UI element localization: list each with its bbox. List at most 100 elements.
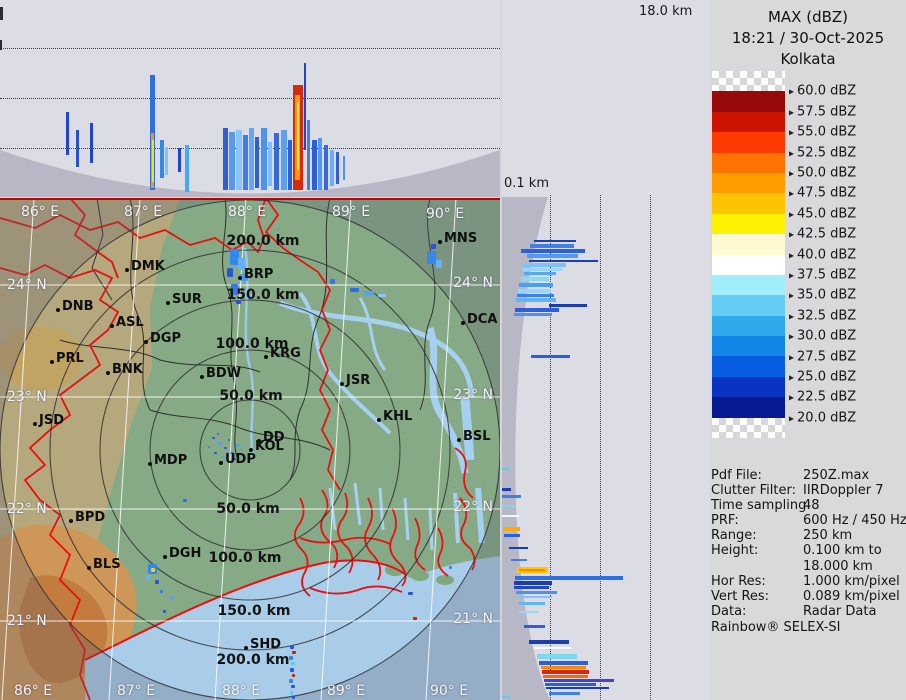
color-scale [712, 71, 785, 439]
height-gridline [650, 195, 651, 700]
cross-section-bar [522, 268, 562, 271]
yz-projection-panel [502, 0, 710, 700]
info-value: 1.000 km/pixel [803, 573, 900, 589]
scale-label: ▸ 25.0 dBZ [789, 369, 857, 385]
cross-section-bar [502, 505, 515, 507]
cross-section-bar [531, 355, 570, 358]
cross-section-bar [515, 576, 623, 580]
echo-blob [218, 442, 222, 445]
beam-blind-zone [502, 197, 550, 700]
cross-section-bar [185, 145, 189, 192]
latitude-label: 23° N [7, 389, 47, 405]
cross-section-bar [524, 625, 545, 628]
city-label: SUR [172, 292, 202, 307]
echo-blob [449, 566, 452, 569]
scale-tick-arrow: ▸ [789, 209, 795, 221]
legend-swatch [712, 111, 785, 133]
city-dot [244, 646, 248, 650]
echo-blob [291, 685, 295, 688]
axis-tick [0, 40, 2, 50]
cross-section-bar [504, 534, 520, 537]
cross-section-bar [542, 670, 589, 674]
cross-section-bar [255, 137, 259, 188]
echo-blob [163, 610, 166, 613]
cross-section-bar [343, 156, 345, 180]
legend-title-block: MAX (dBZ) 18:21 / 30-Oct-2025 Kolkata [710, 7, 906, 70]
legend-swatch [712, 254, 785, 275]
info-row: Time sampling: 48 [711, 498, 906, 513]
scale-tick-arrow: ▸ [789, 127, 795, 139]
cross-section-bar [521, 249, 585, 253]
echo-blob [378, 294, 386, 297]
scale-label: ▸ 35.0 dBZ [789, 287, 857, 303]
city-dot [257, 439, 261, 443]
echo-blob [183, 499, 187, 502]
xz-projection-panel [0, 0, 500, 197]
cross-section-bar [534, 240, 576, 242]
radar-site: Kolkata [780, 50, 836, 68]
cross-section-bar [502, 468, 509, 470]
city-label: BSL [463, 429, 491, 444]
city-dot [56, 308, 60, 312]
scale-label: ▸ 55.0 dBZ [789, 124, 857, 140]
echo-blob [330, 279, 335, 284]
cross-section-bar [537, 654, 577, 659]
echo-blob [413, 617, 417, 620]
cross-section-bar [519, 283, 553, 287]
cross-section-bar [514, 581, 552, 585]
info-value: 600 Hz / 450 Hz [803, 513, 906, 529]
scale-tick-arrow: ▸ [789, 331, 795, 343]
cross-section-bar [66, 112, 69, 155]
cross-section-bar [178, 148, 181, 172]
scale-label: ▸ 37.5 dBZ [789, 267, 857, 283]
cross-section-bar [297, 102, 299, 170]
legend-swatch [712, 152, 785, 173]
city-dot [125, 268, 129, 272]
city-dot [200, 375, 204, 379]
city-label: UDP [225, 452, 256, 467]
scale-tick-arrow: ▸ [789, 270, 795, 282]
legend-swatch [712, 172, 785, 194]
echo-blob [240, 448, 242, 450]
legend-swatch [712, 356, 785, 377]
echo-blob [214, 452, 217, 454]
latitude-label: 23° N [453, 387, 493, 403]
cross-section-bar [530, 244, 574, 248]
product-title: MAX (dBZ) [767, 8, 849, 26]
city-dot [461, 321, 465, 325]
latitude-label: 22° N [453, 499, 493, 515]
scale-label: ▸ 42.5 dBZ [789, 226, 857, 242]
legend-swatch [712, 336, 785, 357]
longitude-label: 86° E [13, 683, 53, 699]
cross-section-bar [549, 692, 580, 695]
scale-label: ▸ 40.0 dBZ [789, 247, 857, 263]
base-map [0, 198, 500, 700]
echo-blob [291, 662, 295, 665]
city-label: BPD [75, 510, 106, 525]
scale-tick-arrow: ▸ [789, 372, 795, 384]
info-label: Range: [711, 528, 757, 544]
info-label: Vert Res: [711, 588, 770, 604]
info-row: Range: 250 km [711, 528, 906, 543]
scale-tick-arrow: ▸ [789, 250, 795, 262]
cross-section-bar [318, 138, 322, 190]
echo-blob [350, 288, 359, 292]
echo-blob [217, 433, 219, 435]
info-row: PRF: 600 Hz / 450 Hz [711, 513, 906, 528]
echo-blob [292, 674, 295, 677]
cross-section-bar [549, 304, 587, 307]
longitude-label: 88° E [227, 204, 267, 220]
longitude-label: 87° E [123, 204, 163, 220]
echo-blob [155, 580, 159, 584]
city-label: DGP [150, 331, 181, 346]
info-row: 18.000 km [711, 559, 906, 574]
city-label: BDW [206, 366, 242, 381]
cross-section-bar [165, 147, 168, 175]
echo-blob [221, 456, 225, 458]
info-label: Data: [711, 603, 747, 619]
height-max-label: 18.0 km [639, 4, 693, 19]
software-brand: Rainbow® SELEX-SI [711, 620, 841, 635]
cross-section-bar [519, 611, 539, 613]
scale-tick-arrow: ▸ [789, 352, 795, 364]
city-dot [163, 555, 167, 559]
